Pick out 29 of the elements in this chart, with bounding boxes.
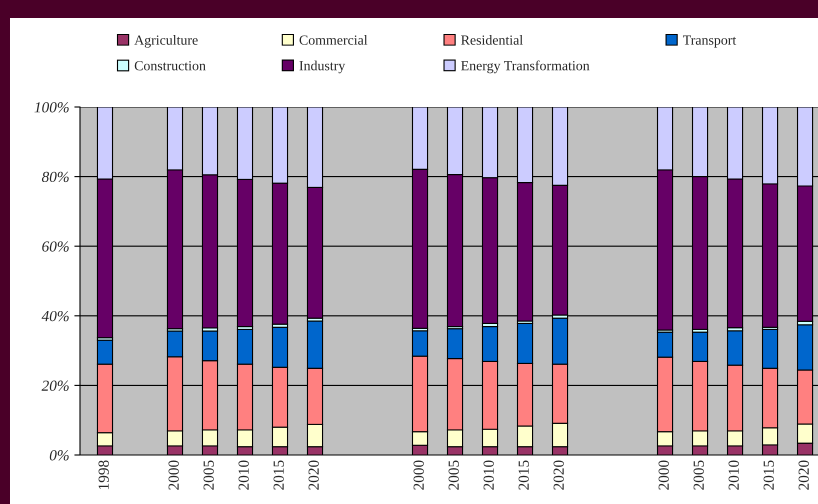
legend-label: Agriculture [134, 35, 198, 48]
x-tick-label: 2015 [518, 460, 529, 490]
x-tick-label: 2015 [274, 460, 284, 490]
x-tick-label: 2000 [414, 460, 424, 490]
x-tick-label: 2015 [764, 460, 774, 490]
x-tick-label: 2020 [308, 460, 319, 490]
y-tick-label: 0% [50, 450, 69, 460]
y-tick-label: 20% [42, 380, 69, 391]
x-tick-label: 2005 [448, 460, 459, 490]
x-tick-label: 2005 [204, 460, 214, 490]
x-tick-label: 2005 [694, 460, 704, 490]
x-tick-label: 2020 [554, 460, 564, 490]
y-tick-label: 80% [42, 172, 69, 182]
legend-label: Construction [134, 61, 206, 70]
y-tick-label: 40% [42, 310, 69, 322]
legend-label: Commercial [300, 35, 368, 45]
x-tick-label: 2010 [484, 460, 494, 490]
legend-label: Residential [461, 35, 523, 45]
x-tick-label: 2010 [728, 460, 739, 490]
x-tick-label: 2020 [798, 460, 809, 490]
legend-label: Transport [682, 36, 736, 48]
x-tick-label: 2000 [168, 460, 179, 490]
legend-label: Energy Transformation [461, 60, 590, 74]
legend-label: Industry [299, 60, 346, 74]
x-tick-label: 2010 [238, 460, 249, 490]
x-tick-label: 2000 [658, 460, 669, 490]
y-tick-label: 100% [34, 102, 69, 112]
x-tick-label: 1998 [98, 460, 109, 490]
y-tick-label: 60% [42, 241, 69, 252]
